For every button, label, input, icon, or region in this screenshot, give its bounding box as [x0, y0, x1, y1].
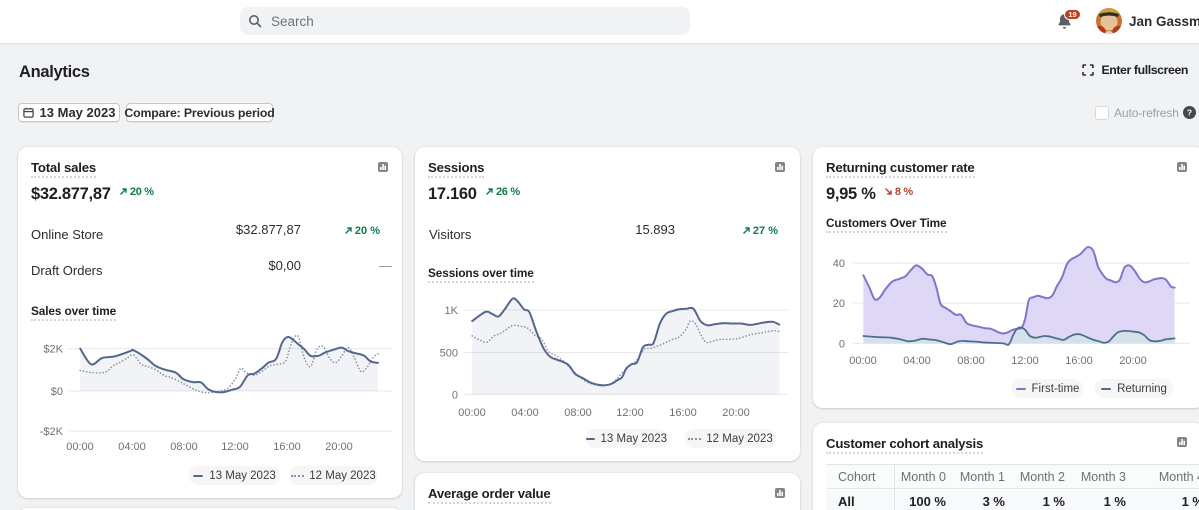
svg-text:16:00: 16:00 — [1065, 355, 1093, 367]
svg-text:0: 0 — [452, 389, 458, 401]
svg-text:12:00: 12:00 — [221, 441, 249, 453]
svg-text:20:00: 20:00 — [325, 441, 353, 453]
svg-text:04:00: 04:00 — [903, 355, 931, 367]
svg-text:12:00: 12:00 — [616, 407, 644, 419]
svg-text:40: 40 — [833, 258, 845, 270]
svg-text:1K: 1K — [445, 305, 459, 317]
svg-text:08:00: 08:00 — [564, 407, 592, 419]
svg-text:-$2K: -$2K — [40, 426, 64, 438]
svg-text:$2K: $2K — [43, 344, 63, 356]
svg-text:0: 0 — [839, 338, 845, 350]
svg-text:04:00: 04:00 — [511, 407, 539, 419]
svg-text:20: 20 — [833, 298, 845, 310]
svg-text:08:00: 08:00 — [170, 441, 198, 453]
svg-text:00:00: 00:00 — [66, 441, 94, 453]
svg-text:$0: $0 — [51, 386, 63, 398]
svg-text:16:00: 16:00 — [273, 441, 301, 453]
svg-text:08:00: 08:00 — [957, 355, 985, 367]
svg-text:20:00: 20:00 — [1119, 355, 1147, 367]
svg-text:16:00: 16:00 — [669, 407, 697, 419]
svg-text:12:00: 12:00 — [1011, 355, 1039, 367]
svg-text:?: ? — [1187, 107, 1192, 117]
svg-text:04:00: 04:00 — [118, 441, 146, 453]
svg-text:00:00: 00:00 — [458, 407, 486, 419]
svg-text:500: 500 — [440, 348, 458, 360]
svg-text:00:00: 00:00 — [849, 355, 877, 367]
svg-text:20:00: 20:00 — [722, 407, 750, 419]
